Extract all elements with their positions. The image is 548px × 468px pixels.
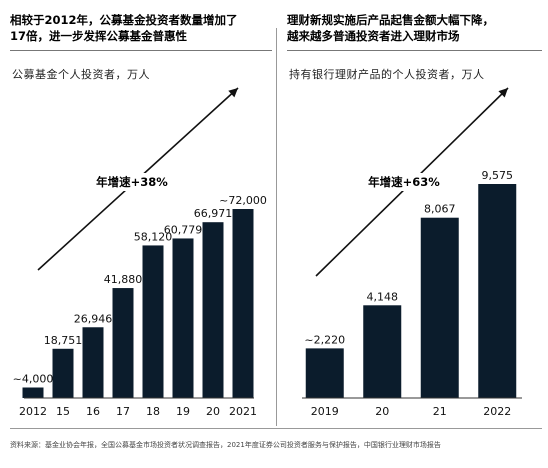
left-bar — [232, 209, 254, 398]
left-bar — [82, 327, 104, 398]
left-bar — [202, 222, 224, 398]
left-category-label: 17 — [116, 405, 130, 418]
left-category-label: 2012 — [19, 405, 47, 418]
source-note: 资料来源：基金业协会年报，全国公募基金市场投资者状况调查报告，2021年度证券公… — [10, 441, 441, 449]
left-value-label: 58,120 — [134, 230, 173, 243]
right-bar — [478, 184, 517, 398]
right-title-rule — [287, 50, 542, 51]
left-value-label: 41,880 — [104, 273, 143, 286]
left-value-label: ~72,000 — [219, 194, 267, 207]
panel-divider — [276, 28, 277, 426]
left-bar — [172, 238, 194, 398]
left-panel-subtitle: 公募基金个人投资者，万人 — [12, 68, 150, 81]
left-growth-arrowhead — [228, 88, 238, 98]
right-bar-chart: ~2,220 2019 4,148 20 8,067 21 9,575 2022 年增速+63% — [302, 87, 522, 418]
right-category-label: 20 — [375, 405, 389, 418]
right-bar — [363, 305, 402, 398]
right-growth-arrowhead — [498, 88, 508, 98]
left-annotation-backdrop — [92, 173, 172, 191]
left-category-label: 15 — [56, 405, 70, 418]
right-category-label: 2022 — [483, 405, 511, 418]
footer-rule — [10, 428, 542, 429]
right-category-label: 21 — [433, 405, 447, 418]
right-annotation-backdrop — [364, 173, 444, 191]
left-growth-annotation: 年增速+38% — [96, 175, 168, 189]
left-category-label: 2021 — [229, 405, 257, 418]
right-panel-subtitle: 持有银行理财产品的个人投资者，万人 — [289, 68, 485, 81]
right-panel-title: 理财新规实施后产品起售金额大幅下降， 越来越多普通投资者进入理财市场 — [287, 13, 494, 43]
left-panel-title: 相较于2012年，公募基金投资者数量增加了 17倍，进一步发挥公募基金普惠性 — [10, 13, 238, 43]
right-growth-annotation: 年增速+63% — [368, 175, 440, 189]
right-value-label: 4,148 — [367, 290, 399, 303]
left-bar — [52, 348, 74, 398]
left-bar — [22, 387, 44, 398]
left-category-label: 19 — [176, 405, 190, 418]
right-value-label: 9,575 — [482, 169, 514, 182]
right-bar — [305, 348, 344, 398]
right-bar — [420, 217, 459, 398]
right-value-label: 8,067 — [424, 203, 456, 216]
left-value-label: ~4,000 — [13, 373, 54, 386]
left-bar — [112, 288, 134, 398]
left-value-label: 18,751 — [44, 334, 83, 347]
left-value-label: 66,971 — [194, 207, 233, 220]
left-category-label: 20 — [206, 405, 220, 418]
right-category-label: 2019 — [311, 405, 339, 418]
left-value-label: 60,779 — [164, 223, 203, 236]
right-value-label: ~2,220 — [304, 333, 345, 346]
left-category-label: 16 — [86, 405, 100, 418]
left-title-rule — [10, 50, 272, 51]
left-value-label: 26,946 — [74, 312, 113, 325]
left-bar — [142, 245, 164, 398]
left-bar-chart: ~4,000 2012 18,751 15 26,946 16 41,880 17 58,120… — [13, 87, 267, 418]
left-category-label: 18 — [146, 405, 160, 418]
